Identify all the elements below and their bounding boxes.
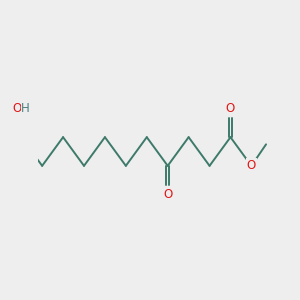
Text: O: O	[226, 103, 235, 116]
Text: O: O	[163, 188, 172, 200]
Text: H: H	[21, 103, 30, 116]
Text: O: O	[12, 103, 21, 116]
Text: O: O	[247, 159, 256, 172]
